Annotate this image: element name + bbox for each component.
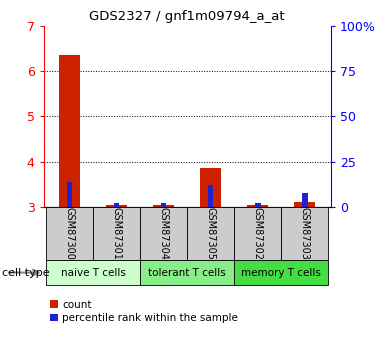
- Bar: [247, 205, 268, 207]
- Bar: [153, 205, 174, 207]
- Bar: [114, 203, 119, 207]
- Bar: [234, 207, 281, 260]
- Bar: [200, 168, 221, 207]
- Text: GSM87301: GSM87301: [112, 207, 122, 260]
- Text: GSM87302: GSM87302: [253, 207, 263, 260]
- Text: GSM87303: GSM87303: [300, 207, 310, 260]
- Bar: [67, 181, 72, 207]
- Text: GSM87300: GSM87300: [65, 207, 74, 260]
- Bar: [187, 207, 234, 260]
- Bar: [106, 205, 127, 207]
- Bar: [161, 203, 166, 207]
- Bar: [59, 55, 80, 207]
- Bar: [140, 260, 234, 285]
- Bar: [294, 203, 315, 207]
- Text: memory T cells: memory T cells: [241, 268, 321, 277]
- Bar: [234, 260, 328, 285]
- Bar: [255, 203, 261, 207]
- Bar: [281, 207, 328, 260]
- Text: tolerant T cells: tolerant T cells: [148, 268, 226, 277]
- Bar: [46, 260, 140, 285]
- Bar: [208, 185, 214, 207]
- Text: cell type: cell type: [2, 268, 49, 277]
- Legend: count, percentile rank within the sample: count, percentile rank within the sample: [49, 298, 239, 324]
- Title: GDS2327 / gnf1m09794_a_at: GDS2327 / gnf1m09794_a_at: [89, 10, 285, 23]
- Text: naive T cells: naive T cells: [61, 268, 125, 277]
- Text: GSM87305: GSM87305: [206, 207, 216, 260]
- Bar: [93, 207, 140, 260]
- Bar: [46, 207, 93, 260]
- Bar: [140, 207, 187, 260]
- Bar: [302, 193, 307, 207]
- Text: GSM87304: GSM87304: [158, 207, 169, 260]
